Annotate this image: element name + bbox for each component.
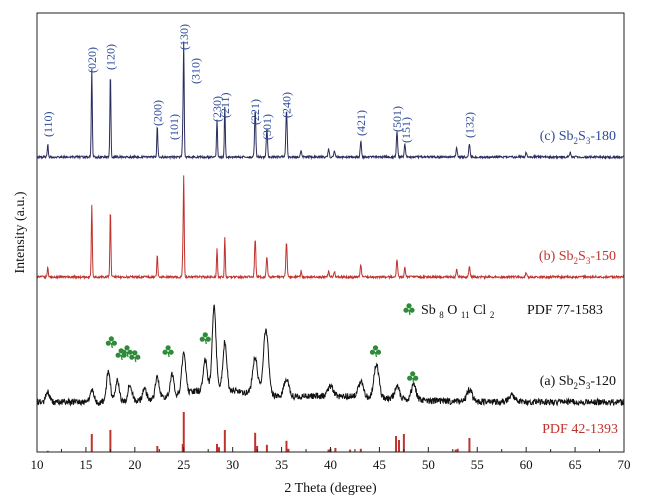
hkl-label-8: (211) [218,92,232,118]
clover-icon-shape [403,303,415,316]
x-tick-label-9: 55 [471,457,484,472]
hkl-label-10: (301) [260,114,274,140]
impurity-mark-7 [407,371,419,384]
series-label-part-a-0: (a) Sb [540,374,574,389]
series-label-part-a-4: -120 [590,374,616,389]
impurity-mark-6 [369,345,382,358]
x-axis-label: 2 Theta (degree) [284,481,377,496]
series-label-part-c-1: 2 [574,136,579,146]
reference-sticks [46,412,471,452]
formula-sub-11: 11 [461,310,470,320]
hkl-label-5: (130) [177,24,191,50]
x-tick-label-3: 25 [177,457,190,472]
series-line-b [36,175,625,281]
x-tick-label-11: 65 [569,457,582,472]
series-label-part-c-2: S [578,129,586,144]
x-tick-label-0: 10 [31,457,44,472]
formula-sub-8: 8 [439,310,444,320]
impurity-mark-0 [105,336,117,349]
reference-pdf-label: PDF 42-1393 [542,422,618,437]
hkl-label-1: (020) [85,47,99,73]
hkl-label-9: (221) [248,99,262,125]
series-label-part-b-3: 3 [586,256,591,266]
x-tick-label-2: 20 [128,457,141,472]
impurity-mark-5 [199,332,211,345]
impurity-mark-2 [121,345,133,358]
y-axis-label: Intensity (a.u.) [13,191,28,273]
series-label-part-a-1: 2 [574,381,579,391]
formula-cl: Cl [473,303,486,318]
series-label-part-c-4: -180 [590,129,616,144]
formula-sub-2: 2 [490,310,495,320]
series-label-part-b-0: (b) Sb [539,249,574,264]
hkl-label-3: (200) [150,100,164,126]
series-label-part-a-3: 3 [586,381,591,391]
impurity-pdf-label: PDF 77-1583 [527,303,603,318]
series-label-part-b-2: S [578,249,586,264]
series-label-part-b-4: -150 [590,249,616,264]
x-tick-label-8: 50 [422,457,435,472]
x-tick-label-12: 70 [618,457,631,472]
hkl-label-6: (310) [188,58,202,84]
hkl-label-2: (120) [103,44,117,70]
impurity-mark-4 [162,345,174,358]
series-labels: (c) Sb2S3-180(b) Sb2S3-150(a) Sb2S3-120 [539,129,616,391]
x-tick-label-5: 35 [275,457,288,472]
hkl-label-7: (230) [210,96,224,122]
x-tick-label-6: 40 [324,457,337,472]
hkl-label-11: (240) [279,92,293,118]
hkl-labels: (110) (020) (120) (200)(101) (130) (310) (230)… [41,24,477,143]
hkl-label-14: (151) [399,117,413,143]
x-axis-ticks: 10 15 20 25 30 35 40 45 50 55 60 65 70 [31,447,631,472]
impurity-legend: Sb 8 O 11 Cl 2 PDF 77-1583 [403,303,603,322]
formula-o: O [447,303,457,318]
series-label-a: (a) Sb2S3-120 [540,374,616,391]
clover-icon [403,303,415,316]
series-label-b: (b) Sb2S3-150 [539,249,616,266]
impurity-marks [105,332,419,384]
series-label-part-a-2: S [578,374,586,389]
series-label-c: (c) Sb2S3-180 [540,129,616,146]
hkl-label-13: (501) [390,106,404,132]
x-tick-label-1: 15 [79,457,92,472]
series-label-part-c-0: (c) Sb [540,129,574,144]
series-line-c [36,41,625,161]
impurity-formula: Sb 8 O 11 Cl 2 [421,303,494,322]
hkl-label-15: (132) [462,112,476,138]
series-label-part-c-3: 3 [586,136,591,146]
hkl-label-0: (110) [41,111,55,137]
x-tick-label-7: 45 [373,457,386,472]
hkl-label-4: (101) [167,114,181,140]
series-label-part-b-1: 2 [574,256,579,266]
x-tick-label-10: 60 [520,457,533,472]
hkl-label-12: (421) [354,110,368,136]
formula-sb: Sb [421,303,436,318]
series-line-a [36,304,625,407]
x-tick-label-4: 30 [226,457,239,472]
series-lines [36,41,625,407]
impurity-mark-3 [129,350,141,363]
